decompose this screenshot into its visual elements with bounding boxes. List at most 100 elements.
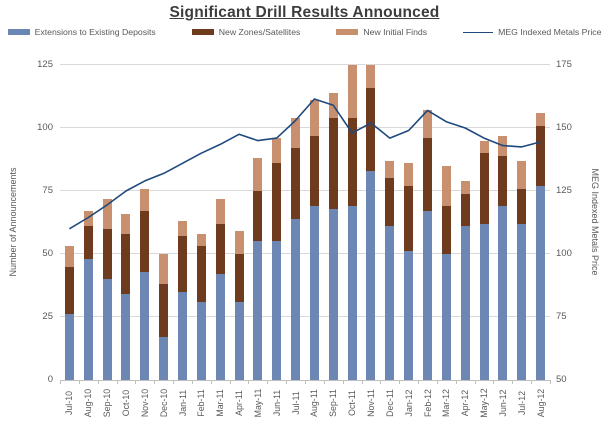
stacked-bar-Jul-12 [517, 160, 527, 380]
bar-segment-new-zones [196, 246, 206, 302]
legend-item: New Initial Finds [336, 27, 427, 37]
bar-segment-new-zones [423, 138, 432, 212]
stacked-bar-Nov-10 [140, 188, 150, 380]
right-tick-label: 100 [556, 248, 572, 259]
bar-segment-new-finds [347, 65, 357, 118]
gridline [60, 190, 550, 191]
legend-item: Extensions to Existing Deposits [7, 27, 156, 37]
legend-swatch-icon [336, 29, 359, 35]
bar-segment-new-zones [441, 206, 451, 254]
x-axis-label: Jul-11 [290, 391, 301, 415]
x-tick [191, 381, 193, 384]
stacked-bar-Oct-10 [121, 213, 131, 380]
bar-segment-new-zones [234, 254, 244, 302]
bar-segment-extensions [517, 223, 527, 380]
stacked-bar-Aug-10 [83, 211, 93, 380]
bar-segment-new-zones [272, 163, 282, 242]
bar-segment-new-finds [423, 110, 432, 139]
x-tick [531, 381, 533, 384]
x-tick [78, 381, 80, 384]
bar-segment-extensions [385, 226, 395, 380]
bar-segment-extensions [366, 170, 376, 380]
bar-segment-extensions [140, 271, 150, 380]
bar-segment-new-finds [102, 198, 112, 229]
right-tick-label: 75 [556, 311, 567, 322]
x-axis-label: Oct-11 [347, 390, 358, 416]
right-tick-label: 150 [556, 122, 572, 133]
x-tick [380, 381, 382, 384]
bar-segment-new-finds [536, 112, 546, 126]
x-axis-label: Jul-10 [64, 391, 75, 415]
stacked-bar-May-11 [253, 158, 263, 380]
bar-segment-extensions [159, 337, 169, 380]
bar-segment-new-finds [479, 140, 489, 154]
bar-segment-new-zones [404, 185, 414, 252]
bar-segment-new-zones [159, 284, 169, 338]
x-tick [116, 381, 118, 384]
legend-swatch-icon [191, 29, 214, 35]
meg-price-polyline [68, 98, 541, 230]
x-tick [455, 381, 457, 384]
x-axis-label: Nov-10 [139, 388, 150, 418]
x-axis-label: Jul-12 [516, 391, 527, 415]
bar-segment-extensions [479, 223, 489, 380]
x-axis-label: Dec-11 [384, 389, 395, 417]
right-tick-label: 175 [556, 59, 572, 70]
x-axis-line [60, 380, 551, 381]
left-tick-label: 50 [42, 248, 53, 259]
x-axis-label: Feb-11 [196, 389, 207, 417]
bar-segment-new-zones [536, 125, 546, 186]
x-tick [248, 381, 250, 384]
left-tick-label: 0 [47, 374, 53, 385]
bar-segment-extensions [102, 279, 112, 380]
stacked-bar-Oct-11 [347, 65, 357, 380]
bar-segment-extensions [536, 185, 546, 380]
left-axis-title: Number of Announcements [8, 167, 18, 277]
bar-segment-new-zones [102, 228, 112, 280]
x-axis-label: Apr-12 [460, 389, 471, 417]
x-axis-label: Nov-11 [365, 389, 376, 417]
bar-segment-extensions [460, 226, 470, 380]
right-tick-label: 125 [556, 185, 572, 196]
legend-swatch-icon [7, 29, 30, 35]
x-axis-label: Feb-12 [422, 389, 433, 417]
bar-segment-new-zones [517, 188, 527, 224]
left-tick-label: 75 [42, 185, 53, 196]
x-tick [550, 381, 551, 384]
bar-segment-extensions [121, 294, 131, 380]
bar-segment-new-finds [140, 188, 150, 212]
bar-segment-new-finds [159, 254, 169, 285]
x-tick [210, 381, 212, 384]
bar-segment-extensions [272, 241, 282, 380]
bar-segment-new-finds [404, 163, 414, 186]
bar-segment-extensions [234, 301, 244, 380]
bar-segment-new-zones [215, 223, 225, 275]
stacked-bar-Dec-10 [159, 254, 169, 380]
stacked-bar-Jan-11 [178, 221, 187, 380]
x-tick [323, 381, 325, 384]
gridline [60, 64, 550, 65]
x-tick [154, 381, 156, 384]
bar-segment-new-zones [83, 226, 93, 260]
x-axis-label: May-12 [479, 388, 490, 418]
bar-segment-new-finds [385, 160, 395, 179]
plot-area [60, 64, 550, 380]
x-axis-label: Jun-12 [497, 389, 508, 417]
stacked-bar-Jul-11 [291, 117, 301, 380]
bar-segment-new-finds [517, 160, 527, 189]
bar-segment-new-finds [196, 233, 206, 247]
x-axis-label: Aug-10 [83, 388, 94, 418]
bar-segment-new-finds [309, 100, 319, 136]
x-tick [512, 381, 514, 384]
x-tick [399, 381, 401, 384]
gridline [60, 253, 550, 254]
bar-segment-new-finds [441, 165, 451, 207]
stacked-bar-Jul-10 [64, 246, 74, 380]
bar-segment-new-zones [479, 153, 489, 224]
x-axis-label: Aug-12 [535, 388, 546, 418]
x-tick [493, 381, 495, 384]
x-tick [135, 381, 137, 384]
bar-segment-extensions [404, 251, 414, 380]
legend-label: New Zones/Satellites [218, 27, 301, 37]
bar-segment-extensions [347, 206, 357, 380]
